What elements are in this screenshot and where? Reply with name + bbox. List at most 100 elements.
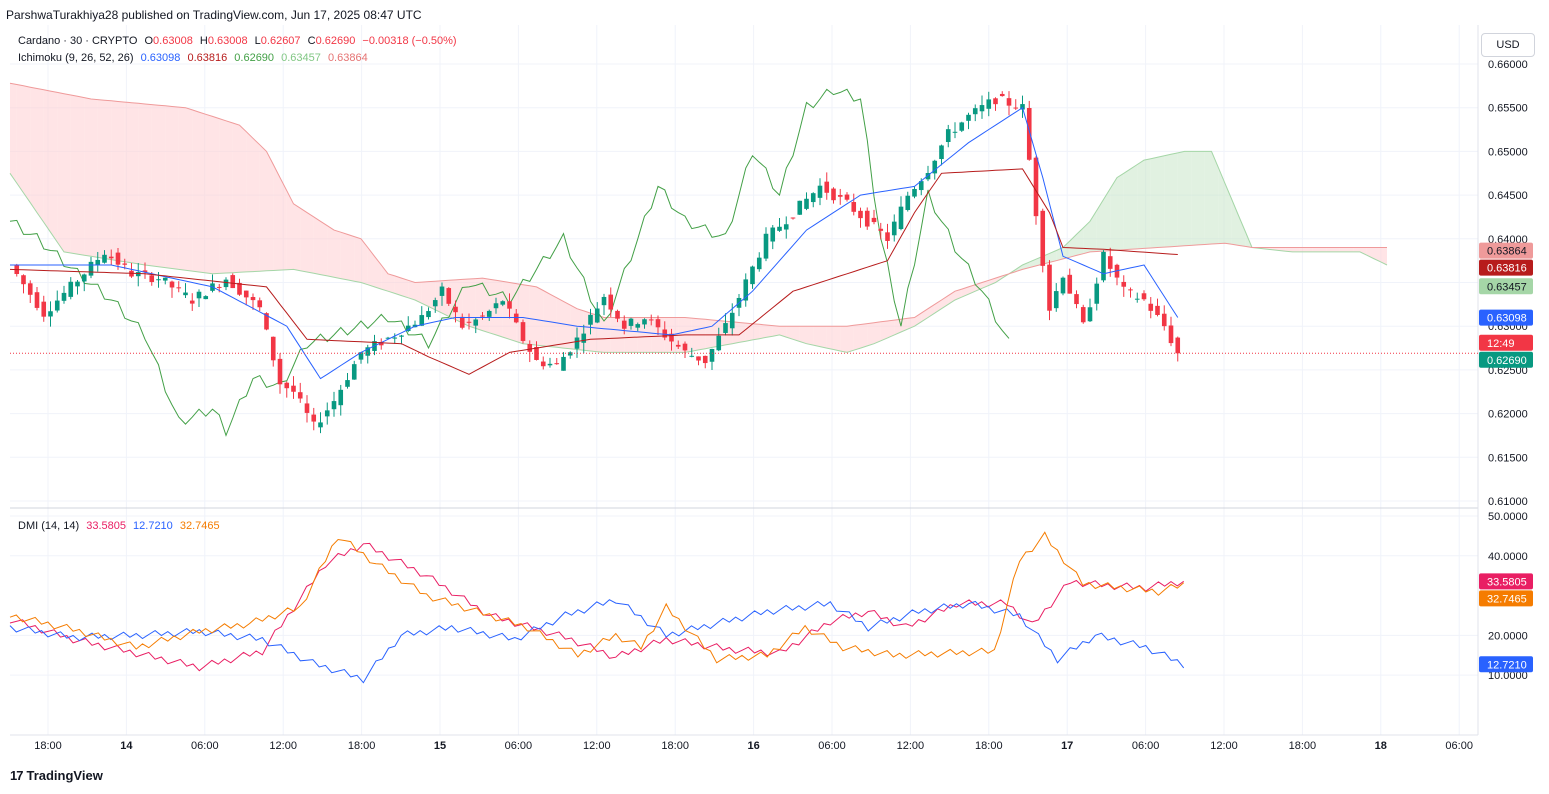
cloud-segment (138, 103, 145, 266)
cloud-segment (482, 278, 490, 333)
cloud-segment (543, 290, 550, 347)
candle-body (324, 410, 330, 417)
candle-body (358, 352, 364, 360)
time-tick-label: 12:00 (897, 740, 925, 752)
candle-body (561, 356, 566, 371)
time-tick-label: 18:00 (661, 740, 689, 752)
cloud-segment (671, 317, 679, 353)
cloud-segment (300, 208, 307, 273)
candle-body (446, 288, 452, 304)
cloud-segment (151, 104, 159, 267)
price-badge (1479, 351, 1533, 368)
candle-body (135, 272, 141, 277)
time-axis: 18:00 14 06:00 12:00 18:00 15 06:00 12:00 18:00 1… (34, 740, 1473, 752)
dmi-value-badge-label: 32.7465 (1487, 593, 1527, 605)
cloud-segment (253, 138, 260, 272)
cloud-segment (1380, 247, 1387, 266)
candle-body (473, 319, 479, 326)
cloud-segment (10, 83, 17, 184)
dmi-name[interactable]: DMI (14, 14) (18, 520, 80, 532)
price-badge (1479, 278, 1533, 295)
candle-body (378, 341, 384, 346)
cloud-segment (97, 99, 105, 259)
candle-body (864, 210, 870, 227)
cloud-segment (104, 100, 112, 260)
cloud-segment (502, 281, 510, 340)
candle-body (500, 301, 506, 305)
candle-body (311, 414, 317, 422)
cloud-segment (111, 100, 118, 261)
cloud-segment (853, 324, 861, 351)
cloud-segment (901, 318, 908, 333)
candle-body (439, 286, 445, 296)
cloud-segment (16, 84, 24, 193)
candle-body (466, 321, 472, 323)
cloud-segment (401, 278, 409, 298)
candle-body (702, 355, 708, 364)
cloud-segment (23, 85, 31, 203)
cloud-segment (847, 325, 854, 353)
candle-body (621, 320, 627, 329)
cloud-segment (880, 320, 888, 341)
cloud-segment (955, 289, 962, 300)
candle-body (939, 145, 944, 160)
cloud-segment (1225, 183, 1232, 245)
candle-body (345, 380, 350, 387)
candle-body (817, 185, 823, 198)
cloud-segment (43, 89, 51, 233)
candle-body (696, 356, 701, 361)
dmi-minus-line (9, 599, 1185, 684)
symbol-name[interactable]: Cardano · 30 · CRYPTO (18, 35, 138, 47)
cloud-segment (1184, 151, 1192, 246)
cloud-segment (1117, 173, 1124, 251)
cloud-segment (212, 116, 220, 274)
cloud-segment (887, 320, 895, 338)
candle-body (68, 281, 74, 297)
price-tick-label: 0.61000 (1488, 496, 1528, 508)
cloud-segment (907, 317, 915, 330)
cloud-segment (867, 322, 874, 346)
candle-body (318, 422, 323, 428)
cloud-segment (1339, 247, 1347, 252)
cloud-segment (644, 317, 652, 353)
candle-body (176, 287, 182, 289)
time-tick-label: 06:00 (818, 740, 846, 752)
candle-body (885, 232, 890, 241)
candle-body (453, 306, 458, 313)
cloud-segment (496, 280, 503, 338)
candle-body (405, 325, 411, 332)
candle-body (1121, 281, 1127, 287)
candle-body (216, 286, 222, 288)
ichimoku-span-a-value: 0.63457 (281, 52, 321, 64)
ichimoku-cloud (10, 83, 1387, 353)
cloud-segment (563, 301, 571, 349)
candle-body (1155, 305, 1160, 315)
ichimoku-name[interactable]: Ichimoku (9, 26, 52, 26) (18, 52, 134, 64)
candle-body (540, 361, 546, 367)
candle-body (608, 294, 614, 310)
cloud-segment (1103, 188, 1111, 252)
cloud-segment (246, 131, 253, 272)
candle-body (243, 290, 249, 298)
candle-body (878, 228, 884, 231)
price-badge-label: 0.63816 (1487, 263, 1527, 275)
cloud-segment (415, 282, 422, 304)
cloud-segment (1110, 177, 1117, 251)
tradingview-logo[interactable]: 17 TradingView (10, 768, 103, 783)
candle-body (925, 173, 931, 180)
cloud-segment (1326, 247, 1333, 252)
candle-body (284, 382, 290, 389)
cloud-segment (1096, 199, 1104, 252)
price-tick-label: 0.62000 (1488, 409, 1528, 421)
symbol-legend: Cardano · 30 · CRYPTO O0.63008 H0.63008 … (18, 35, 461, 47)
candle-body (480, 315, 485, 317)
time-tick-label: 18 (1375, 740, 1387, 752)
cloud-segment (874, 321, 881, 344)
cloud-segment (1123, 168, 1131, 250)
time-tick-label: 06:00 (191, 740, 219, 752)
cloud-segment (408, 280, 415, 300)
price-badge-label: 12:49 (1487, 338, 1515, 350)
currency-button[interactable]: USD (1481, 33, 1535, 57)
candle-body (756, 257, 762, 270)
